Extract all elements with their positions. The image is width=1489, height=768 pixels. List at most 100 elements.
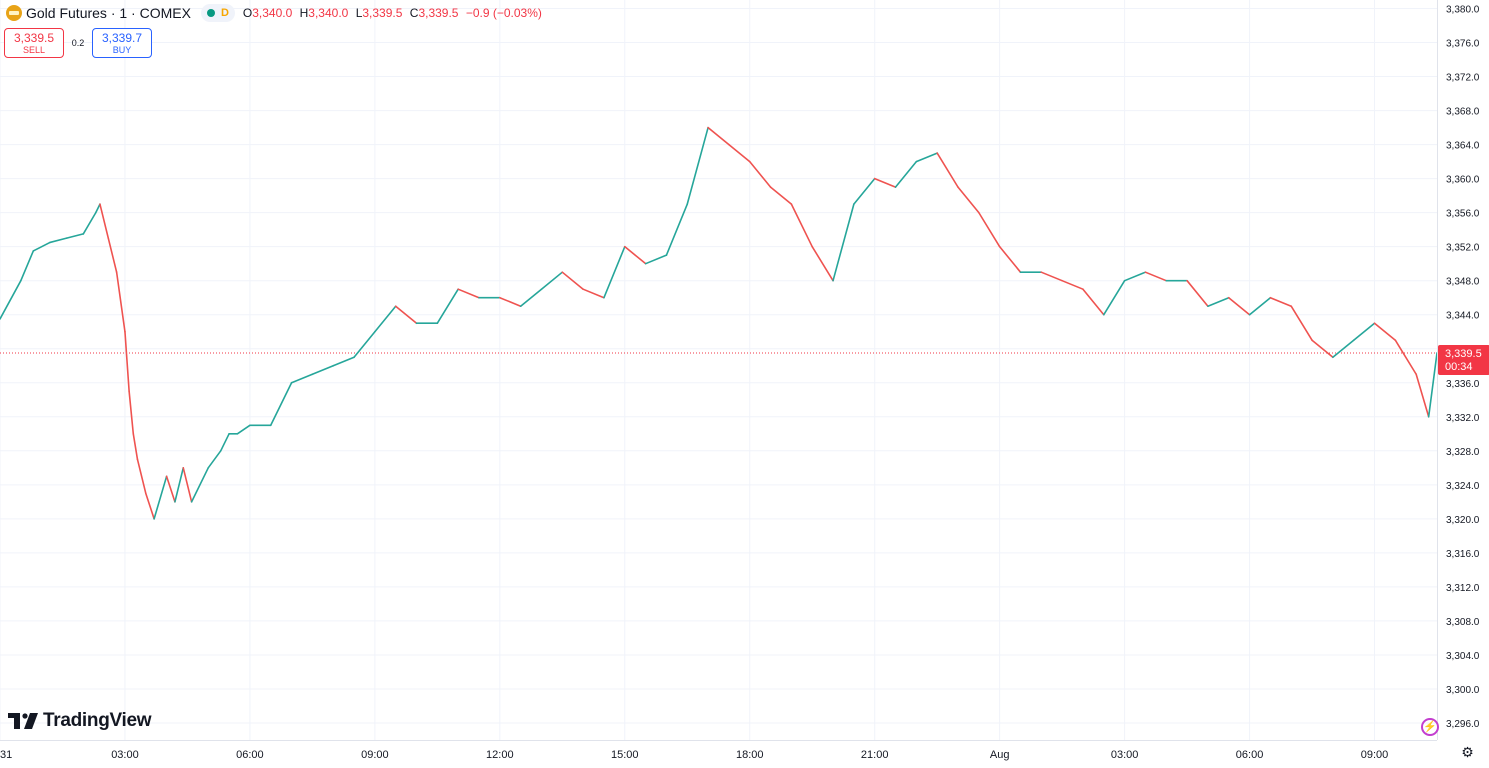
price-tick-label: 3,372.0 (1446, 73, 1480, 84)
time-tick-label: 03:00 (111, 749, 139, 761)
price-series-segment (1123, 271, 1147, 282)
price-chart[interactable] (0, 0, 1437, 740)
price-series-segment (707, 126, 730, 146)
change-value: −0.9 (−0.03%) (465, 6, 542, 20)
price-series-segment (1415, 373, 1430, 418)
trade-buttons: 3,339.5 SELL 0.2 3,339.7 BUY (4, 28, 152, 58)
price-series-segment (1144, 271, 1168, 282)
price-tick-label: 3,308.0 (1446, 617, 1480, 628)
buy-button[interactable]: 3,339.7 BUY (92, 28, 152, 58)
price-axis[interactable]: 3,380.0 3,376.0 3,372.0 3,368.0 3,364.0 3,360… (1437, 0, 1489, 740)
high-value: 3,340.0 (308, 6, 349, 20)
price-series-segment (1040, 271, 1063, 282)
price-series-segment (499, 296, 522, 308)
price-series-segment (115, 271, 126, 333)
price-series-segment (20, 250, 35, 282)
price-tick-label: 3,296.0 (1446, 719, 1480, 730)
price-tick-label: 3,324.0 (1446, 481, 1480, 492)
price-series-segment (144, 492, 155, 520)
chart-plot-area[interactable] (0, 0, 1437, 740)
price-series-segment (49, 237, 68, 244)
price-series-segment (457, 288, 480, 299)
price-series-segment (124, 330, 130, 393)
price-tick-label: 3,376.0 (1446, 39, 1480, 50)
price-series-segment (182, 467, 193, 503)
price-series-segment (623, 245, 647, 265)
price-series-segment (603, 245, 626, 299)
price-series-segment (65, 233, 85, 239)
price-tick-label: 3,368.0 (1446, 107, 1480, 118)
price-series-segment (790, 203, 814, 248)
price-series-segment (1290, 305, 1313, 342)
spread-value: 0.2 (71, 38, 85, 48)
price-series-segment (174, 467, 185, 503)
price-series-segment (32, 241, 51, 252)
price-series-segment (1311, 339, 1334, 359)
open-label: O (242, 6, 253, 20)
price-series-segment (978, 211, 1001, 248)
symbol-title[interactable]: Gold Futures · 1 · COMEX (26, 5, 191, 21)
price-series-segment (1102, 279, 1126, 316)
low-label: L (355, 6, 363, 20)
price-series-segment (582, 288, 605, 299)
price-series-segment (353, 330, 376, 359)
price-series-segment (165, 475, 176, 503)
time-tick-label: Aug (990, 749, 1010, 761)
open-value: 3,340.0 (252, 6, 293, 20)
price-series-segment (748, 160, 772, 188)
flash-icon[interactable]: ⚡ (1421, 718, 1439, 736)
close-label: C (409, 6, 419, 20)
time-tick-label: 12:00 (486, 749, 514, 761)
price-series-segment (374, 305, 397, 333)
gold-symbol-icon (6, 5, 22, 21)
price-series-segment (665, 203, 689, 256)
price-series-segment (1082, 288, 1105, 316)
price-tick-label: 3,348.0 (1446, 277, 1480, 288)
tradingview-logo[interactable]: TradingView (8, 710, 152, 732)
price-tick-label: 3,356.0 (1446, 209, 1480, 220)
time-tick-label: 06:00 (1236, 749, 1264, 761)
price-series-segment (686, 126, 709, 205)
last-price-label: 3,339.500:34 (1438, 344, 1489, 375)
price-series-segment (540, 271, 564, 290)
price-series-segment (519, 288, 543, 308)
price-series-segment (153, 475, 168, 520)
price-series-segment (394, 305, 418, 325)
price-series-segment (82, 211, 97, 235)
close-value: 3,339.5 (418, 6, 459, 20)
sell-price: 3,339.5 (13, 31, 55, 45)
high-label: H (299, 6, 309, 20)
sell-button[interactable]: 3,339.5 SELL (4, 28, 64, 58)
price-series-segment (998, 245, 1022, 273)
time-axis[interactable]: 31 03:00 06:00 09:00 12:00 15:00 18:00 21:00 Aug… (0, 740, 1437, 768)
price-series-segment (894, 160, 918, 188)
price-series-segment (190, 467, 210, 503)
time-tick-label: 06:00 (236, 749, 264, 761)
legend-header: Gold Futures · 1 · COMEX D O3,340.0 H3,3… (6, 4, 546, 22)
buy-price: 3,339.7 (101, 31, 143, 45)
time-tick-label: 15:00 (611, 749, 639, 761)
price-series-segment (1207, 296, 1230, 308)
price-series-segment (107, 237, 118, 273)
price-series-segment (1186, 279, 1209, 308)
price-tick-label: 3,320.0 (1446, 515, 1480, 526)
last-price-value: 3,339.5 (1445, 348, 1482, 360)
tradingview-mark-icon (8, 713, 38, 729)
buy-label: BUY (112, 45, 132, 55)
ohlc-values: O3,340.0 H3,340.0 L3,339.5 C3,339.5 −0.9… (243, 6, 546, 20)
price-tick-label: 3,352.0 (1446, 243, 1480, 254)
price-series-segment (207, 450, 222, 469)
price-series-segment (136, 458, 147, 495)
brand-name: TradingView (43, 710, 152, 731)
market-status[interactable]: D (200, 4, 235, 22)
price-series-segment (128, 390, 135, 435)
gear-icon[interactable]: ⚙ (1461, 744, 1474, 760)
price-series-segment (95, 203, 101, 214)
price-tick-label: 3,364.0 (1446, 141, 1480, 152)
price-tick-label: 3,336.0 (1446, 379, 1480, 390)
price-series-segment (644, 254, 668, 265)
price-tick-label: 3,304.0 (1446, 651, 1480, 662)
price-series-segment (957, 186, 980, 214)
price-tick-label: 3,380.0 (1446, 5, 1480, 16)
last-price-bg (1438, 344, 1489, 375)
